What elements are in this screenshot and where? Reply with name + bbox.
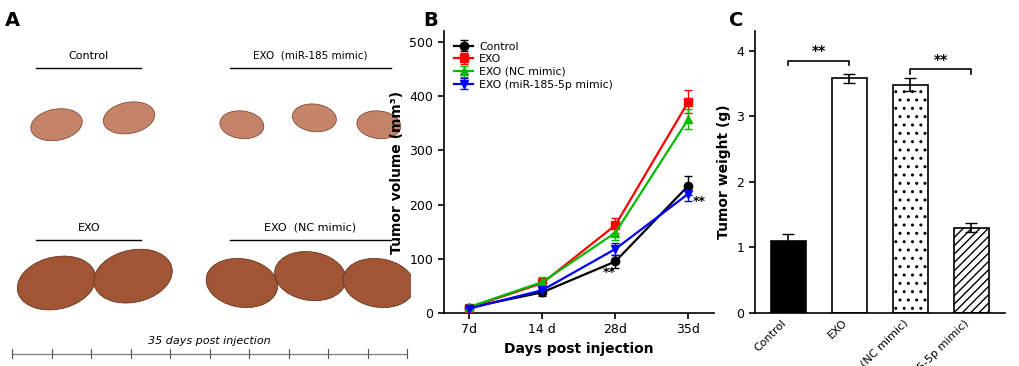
Bar bbox=[953, 228, 987, 313]
Ellipse shape bbox=[31, 109, 83, 141]
X-axis label: Days post injection: Days post injection bbox=[503, 342, 653, 356]
Text: **: ** bbox=[932, 52, 947, 67]
Bar bbox=[830, 78, 866, 313]
Ellipse shape bbox=[206, 258, 277, 307]
Text: 35 days post injection: 35 days post injection bbox=[148, 336, 271, 347]
Legend: Control, EXO, EXO (NC mimic), EXO (miR-185-5p mimic): Control, EXO, EXO (NC mimic), EXO (miR-1… bbox=[451, 39, 614, 92]
Text: EXO: EXO bbox=[77, 223, 100, 233]
Ellipse shape bbox=[17, 256, 96, 310]
Ellipse shape bbox=[292, 104, 336, 132]
Text: EXO  (NC mimic): EXO (NC mimic) bbox=[264, 223, 356, 233]
Ellipse shape bbox=[94, 249, 172, 303]
Text: B: B bbox=[423, 11, 437, 30]
Ellipse shape bbox=[342, 258, 414, 307]
Text: EXO  (miR-185 mimic): EXO (miR-185 mimic) bbox=[253, 51, 367, 61]
Ellipse shape bbox=[220, 111, 264, 139]
Text: A: A bbox=[5, 11, 20, 30]
Ellipse shape bbox=[103, 102, 155, 134]
Ellipse shape bbox=[274, 251, 345, 301]
Text: **: ** bbox=[602, 266, 615, 279]
Y-axis label: Tumor volume (mm³): Tumor volume (mm³) bbox=[389, 90, 404, 254]
Bar bbox=[892, 85, 927, 313]
Ellipse shape bbox=[357, 111, 400, 139]
Text: **: ** bbox=[692, 195, 705, 208]
Text: C: C bbox=[729, 11, 743, 30]
Text: Control: Control bbox=[68, 51, 109, 61]
Bar bbox=[770, 241, 805, 313]
Y-axis label: Tumor weight (g): Tumor weight (g) bbox=[716, 105, 730, 239]
Text: **: ** bbox=[811, 44, 825, 58]
